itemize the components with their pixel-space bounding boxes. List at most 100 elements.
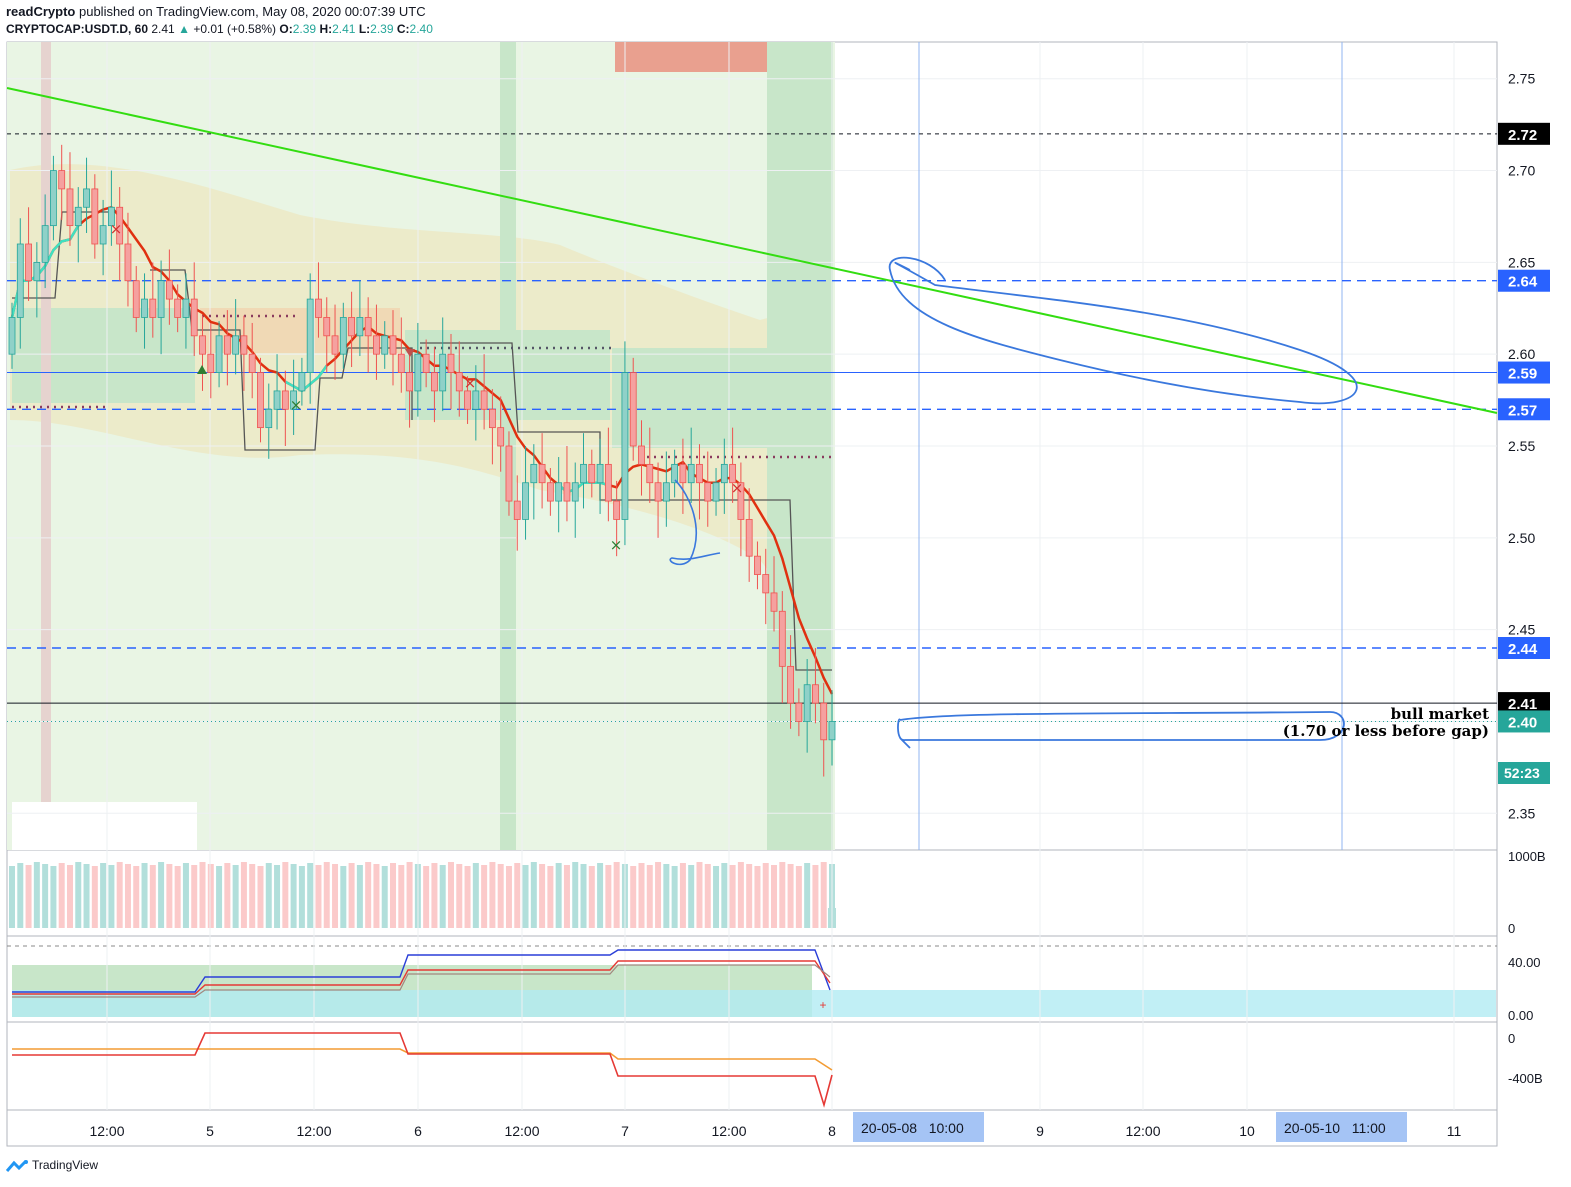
x-tick-label: 5: [206, 1123, 214, 1139]
x-tick-label: 11: [1447, 1123, 1462, 1139]
low-value: 2.39: [370, 22, 394, 36]
candle: [397, 317, 405, 393]
volume-bar: [696, 862, 703, 928]
volume-bar: [224, 863, 231, 928]
candle: [489, 389, 496, 465]
volume-bar: [563, 865, 570, 928]
volume-bar: [779, 862, 786, 928]
candle: [99, 199, 107, 276]
volume-bar: [33, 862, 40, 928]
candle: [414, 322, 422, 417]
volume-bar: [663, 864, 670, 928]
symbol-name: CRYPTOCAP:USDT.D, 60: [6, 22, 149, 36]
volume-bar: [688, 865, 695, 928]
candle: [373, 304, 380, 380]
candle: [8, 302, 16, 369]
volume-bar: [679, 863, 686, 928]
volume-bar: [274, 865, 281, 928]
candle: [497, 396, 505, 472]
candle: [530, 444, 538, 520]
candles: [8, 144, 836, 777]
high-label: H:: [319, 22, 333, 36]
x-tick-label: 12:00: [296, 1123, 331, 1139]
candle: [273, 354, 281, 430]
volume-bar: [613, 862, 620, 928]
volume-bar: [240, 862, 247, 928]
volume-bar: [505, 866, 512, 928]
candle: [613, 480, 621, 557]
brand[interactable]: TradingView: [5, 1158, 99, 1172]
moving-average-up-segment: [284, 364, 328, 393]
candle: [555, 457, 563, 533]
volume-bar: [630, 866, 637, 928]
volume-bar: [42, 864, 49, 928]
candle: [546, 468, 554, 516]
candle: [33, 242, 41, 318]
candle: [406, 352, 413, 428]
candle: [116, 187, 124, 281]
volume-bar: [588, 866, 595, 928]
volume-bar: [439, 865, 446, 928]
candle: [828, 690, 836, 766]
candle: [712, 468, 720, 516]
y-tick-label: 2.70: [1508, 163, 1535, 179]
time-axis: [6, 1109, 1498, 1147]
candle: [74, 187, 82, 263]
volume-bar: [704, 864, 711, 928]
x-tick-label: 6: [414, 1123, 422, 1139]
volume-bar: [456, 864, 463, 928]
candle: [538, 433, 546, 509]
candle: [729, 427, 737, 503]
volume-bar: [671, 866, 678, 928]
candle: [157, 260, 165, 355]
zone-white: [12, 802, 197, 850]
volume-bar: [174, 866, 181, 928]
volume-bar: [9, 866, 15, 928]
volume-bar: [539, 864, 546, 928]
author-name[interactable]: readCrypto: [6, 4, 76, 19]
low-label: L:: [358, 22, 371, 36]
volume-bar: [655, 862, 662, 928]
candle: [265, 383, 273, 459]
zone-green-1: [12, 308, 195, 403]
signal-cross-icon: ×: [290, 396, 303, 414]
candle: [364, 297, 372, 373]
y-tick-label: 2.60: [1508, 346, 1535, 362]
candle: [339, 302, 347, 369]
volume-bar: [514, 863, 521, 928]
volume-bar: [795, 866, 802, 928]
candle: [41, 194, 49, 289]
osc1-zone-cyan: [12, 990, 1496, 1017]
volume-bar: [348, 863, 355, 928]
volume-bar: [356, 865, 363, 928]
osc1-tick-label: 40.00: [1508, 955, 1541, 970]
candle: [306, 273, 314, 404]
candle: [447, 333, 455, 410]
candle: [439, 317, 447, 412]
volume-bar: [182, 863, 189, 928]
volume-bar: [737, 862, 744, 928]
last-price: 2.41: [151, 22, 175, 36]
y-tick-label: 2.45: [1508, 622, 1535, 638]
volume-bar: [100, 863, 107, 928]
volume-bar: [373, 864, 380, 928]
volume-bar: [191, 865, 198, 928]
brand-text: TradingView: [32, 1158, 99, 1172]
volume-bar: [91, 866, 98, 928]
y-tick-label: 2.35: [1508, 805, 1535, 821]
candle: [596, 438, 604, 514]
osc2-tick-label: -400B: [1508, 1071, 1543, 1086]
tradingview-logo-icon: [5, 1159, 28, 1172]
candle: [215, 321, 223, 388]
candle: [83, 157, 90, 233]
candle: [464, 376, 471, 424]
osc1-line-blue: [12, 949, 831, 993]
candle: [257, 357, 264, 443]
candle: [207, 322, 215, 399]
x-tick-label: 12:00: [504, 1123, 539, 1139]
candle: [812, 648, 819, 724]
volume-bar: [522, 865, 529, 928]
volume-bar: [638, 863, 645, 928]
candle: [141, 273, 148, 349]
